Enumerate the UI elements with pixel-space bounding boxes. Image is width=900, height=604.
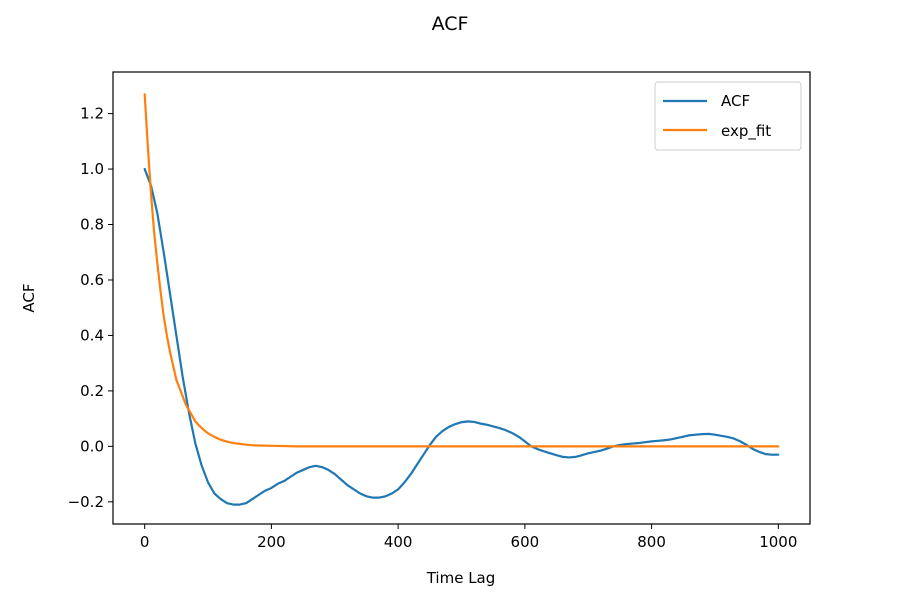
chart-title: ACF <box>432 13 469 35</box>
y-tick-label: 0.0 <box>80 437 104 455</box>
series-layer <box>143 93 780 506</box>
legend-label-acf: ACF <box>721 92 750 110</box>
x-tick-label: 200 <box>257 533 286 551</box>
y-tick-label: 1.0 <box>80 160 104 178</box>
y-tick-label: 0.4 <box>80 326 104 344</box>
y-tick-label: −0.2 <box>68 493 104 511</box>
y-tick-label: 0.6 <box>80 271 104 289</box>
legend-label-exp-fit: exp_fit <box>721 122 771 141</box>
series-line-acf <box>143 167 780 506</box>
plot-frame <box>112 71 811 525</box>
x-tick-label: 600 <box>511 533 540 551</box>
x-tick-label: 0 <box>140 533 150 551</box>
legend-box <box>654 81 802 151</box>
y-axis-label: ACF <box>20 283 38 312</box>
x-axis-label: Time Lag <box>426 569 496 587</box>
x-axis: 0 200 400 600 800 1000 <box>140 524 797 551</box>
y-axis: −0.2 0.0 0.2 0.4 0.6 0.8 1.0 1.2 <box>68 105 113 511</box>
x-tick-label: 400 <box>384 533 413 551</box>
x-tick-label: 800 <box>637 533 666 551</box>
series-line-exp-fit <box>143 93 780 448</box>
y-tick-label: 0.2 <box>80 382 104 400</box>
legend: ACF exp_fit <box>654 81 802 151</box>
y-tick-label: 0.8 <box>80 216 104 234</box>
x-tick-label: 1000 <box>759 533 797 551</box>
y-tick-label: 1.2 <box>80 105 104 123</box>
